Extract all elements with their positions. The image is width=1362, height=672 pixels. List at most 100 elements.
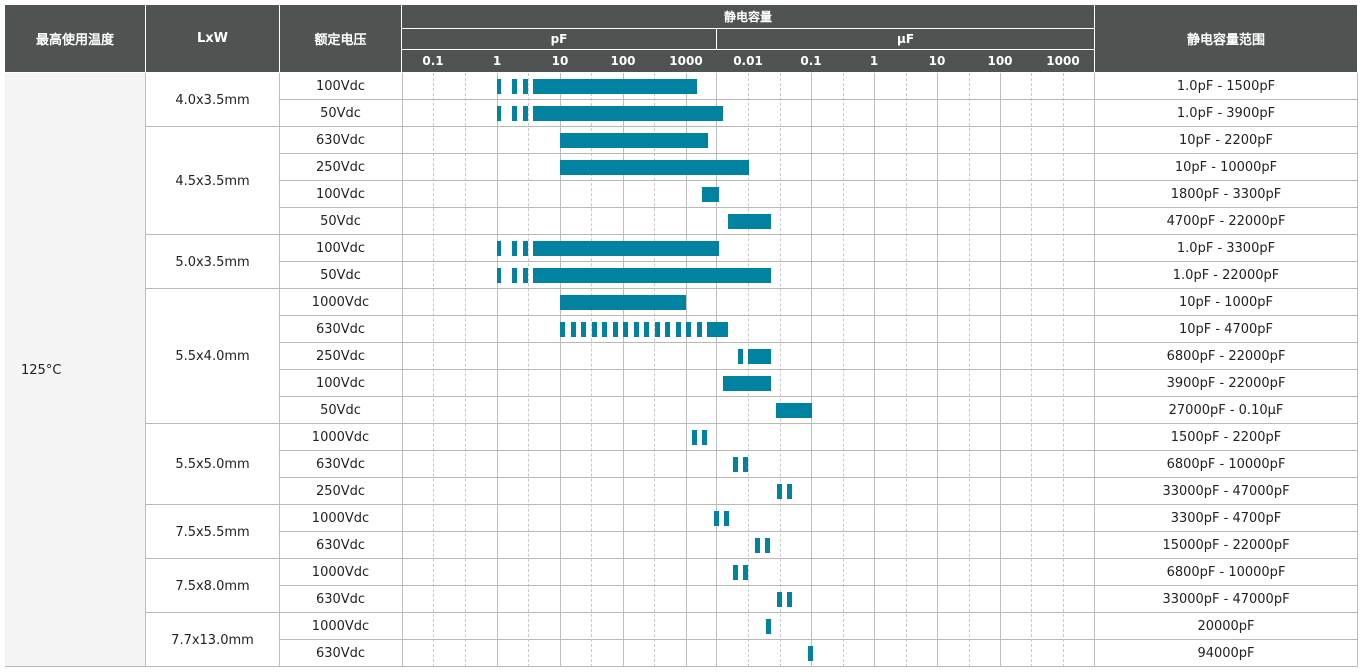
gridline xyxy=(716,73,717,667)
capacitance-bar xyxy=(748,349,771,364)
voltage-cell: 630Vdc xyxy=(315,457,366,472)
capacitance-bar xyxy=(686,322,691,337)
capacitance-bar xyxy=(738,349,744,364)
capacitance-bar xyxy=(581,322,586,337)
capacitance-bar xyxy=(533,106,724,121)
capacitance-bar xyxy=(570,322,576,337)
row-divider xyxy=(279,450,1358,451)
gridline xyxy=(937,73,938,667)
range-cell: 10pF - 2200pF xyxy=(1178,133,1274,148)
gridline-minor xyxy=(1063,73,1064,667)
size-cell: 5.5x4.0mm xyxy=(175,349,250,364)
group-divider xyxy=(145,288,1358,289)
capacitance-bar xyxy=(497,268,501,283)
row-divider xyxy=(279,153,1358,154)
range-cell: 10pF - 1000pF xyxy=(1178,295,1274,310)
row-divider xyxy=(279,261,1358,262)
axis-tick-label: 10 xyxy=(928,54,946,68)
range-cell: 10pF - 10000pF xyxy=(1174,160,1278,175)
axis-tick-label: 10 xyxy=(551,54,569,68)
header-voltage: 额定电压 xyxy=(280,5,401,72)
range-cell: 6800pF - 10000pF xyxy=(1166,457,1286,472)
voltage-cell: 50Vdc xyxy=(320,106,361,121)
range-cell: 1.0pF - 22000pF xyxy=(1172,268,1280,283)
row-divider xyxy=(279,342,1358,343)
range-cell: 1.0pF - 3900pF xyxy=(1176,106,1276,121)
voltage-cell: 630Vdc xyxy=(315,646,366,661)
gridline-minor xyxy=(1031,73,1032,667)
range-cell: 1500pF - 2200pF xyxy=(1170,430,1282,445)
capacitance-bar xyxy=(644,322,649,337)
voltage-cell: 630Vdc xyxy=(315,592,366,607)
capacitance-bar xyxy=(696,322,702,337)
row-divider xyxy=(279,396,1358,397)
row-divider xyxy=(279,99,1358,100)
gridline-minor xyxy=(969,73,970,667)
voltage-cell: 1000Vdc xyxy=(311,511,370,526)
range-cell: 1800pF - 3300pF xyxy=(1170,187,1282,202)
capacitance-bar xyxy=(623,322,628,337)
capacitance-bar xyxy=(728,214,771,229)
voltage-cell: 100Vdc xyxy=(315,187,366,202)
size-cell: 7.5x5.5mm xyxy=(175,524,250,540)
capacitance-bar xyxy=(560,295,686,310)
capacitance-bar xyxy=(707,322,729,337)
axis-tick-label: 1 xyxy=(869,54,879,68)
capacitance-bar xyxy=(808,646,814,661)
capacitance-bar xyxy=(786,592,792,607)
row-divider xyxy=(279,207,1358,208)
voltage-cell: 100Vdc xyxy=(315,241,366,256)
voltage-cell: 1000Vdc xyxy=(311,430,370,445)
capacitance-bar xyxy=(733,565,739,580)
capacitance-bar xyxy=(675,322,681,337)
column-border xyxy=(1357,73,1358,667)
range-cell: 15000pF - 22000pF xyxy=(1162,538,1290,553)
capacitance-bar xyxy=(654,322,660,337)
capacitance-bar xyxy=(560,160,749,175)
range-cell: 3300pF - 4700pF xyxy=(1170,511,1282,526)
capacitance-bar xyxy=(512,106,517,121)
axis-tick-label: 1 xyxy=(492,54,502,68)
voltage-cell: 100Vdc xyxy=(315,376,366,391)
gridline-minor xyxy=(906,73,907,667)
capacitance-bar xyxy=(523,241,528,256)
gridline xyxy=(402,73,403,667)
capacitance-bar xyxy=(523,268,528,283)
capacitance-bar xyxy=(497,241,501,256)
gridline-minor xyxy=(465,73,466,667)
group-divider xyxy=(145,126,1358,127)
header-size: LxW xyxy=(146,5,279,72)
capacitance-bar xyxy=(533,79,698,94)
axis-tick-label: 0.1 xyxy=(800,54,822,68)
voltage-cell: 100Vdc xyxy=(315,79,366,94)
voltage-cell: 630Vdc xyxy=(315,538,366,553)
column-border xyxy=(1094,73,1095,667)
range-cell: 10pF - 4700pF xyxy=(1178,322,1274,337)
row-divider xyxy=(279,477,1358,478)
voltage-cell: 1000Vdc xyxy=(311,619,370,634)
row-divider xyxy=(279,369,1358,370)
capacitance-bar xyxy=(560,322,565,337)
gridline xyxy=(1000,73,1001,667)
axis-tick-label: 1000 xyxy=(669,54,703,68)
capacitance-bar xyxy=(612,322,618,337)
header-pf-unit: pF xyxy=(402,29,716,49)
size-cell: 5.0x3.5mm xyxy=(175,254,250,270)
capacitance-bar xyxy=(665,322,670,337)
capacitance-bar xyxy=(733,457,739,472)
capacitance-bar xyxy=(533,268,771,283)
voltage-cell: 250Vdc xyxy=(315,484,366,499)
capacitance-bar xyxy=(560,133,708,148)
axis-tick-label: 0.01 xyxy=(733,54,763,68)
capacitance-bar xyxy=(713,511,719,526)
gridline-minor xyxy=(780,73,781,667)
group-divider xyxy=(145,423,1358,424)
header-range: 静电容量范围 xyxy=(1095,5,1357,72)
capacitance-bar xyxy=(723,376,771,391)
column-border xyxy=(145,73,146,667)
group-divider xyxy=(145,234,1358,235)
gridline xyxy=(560,73,561,667)
group-divider xyxy=(145,504,1358,505)
capacitance-bar xyxy=(786,484,792,499)
